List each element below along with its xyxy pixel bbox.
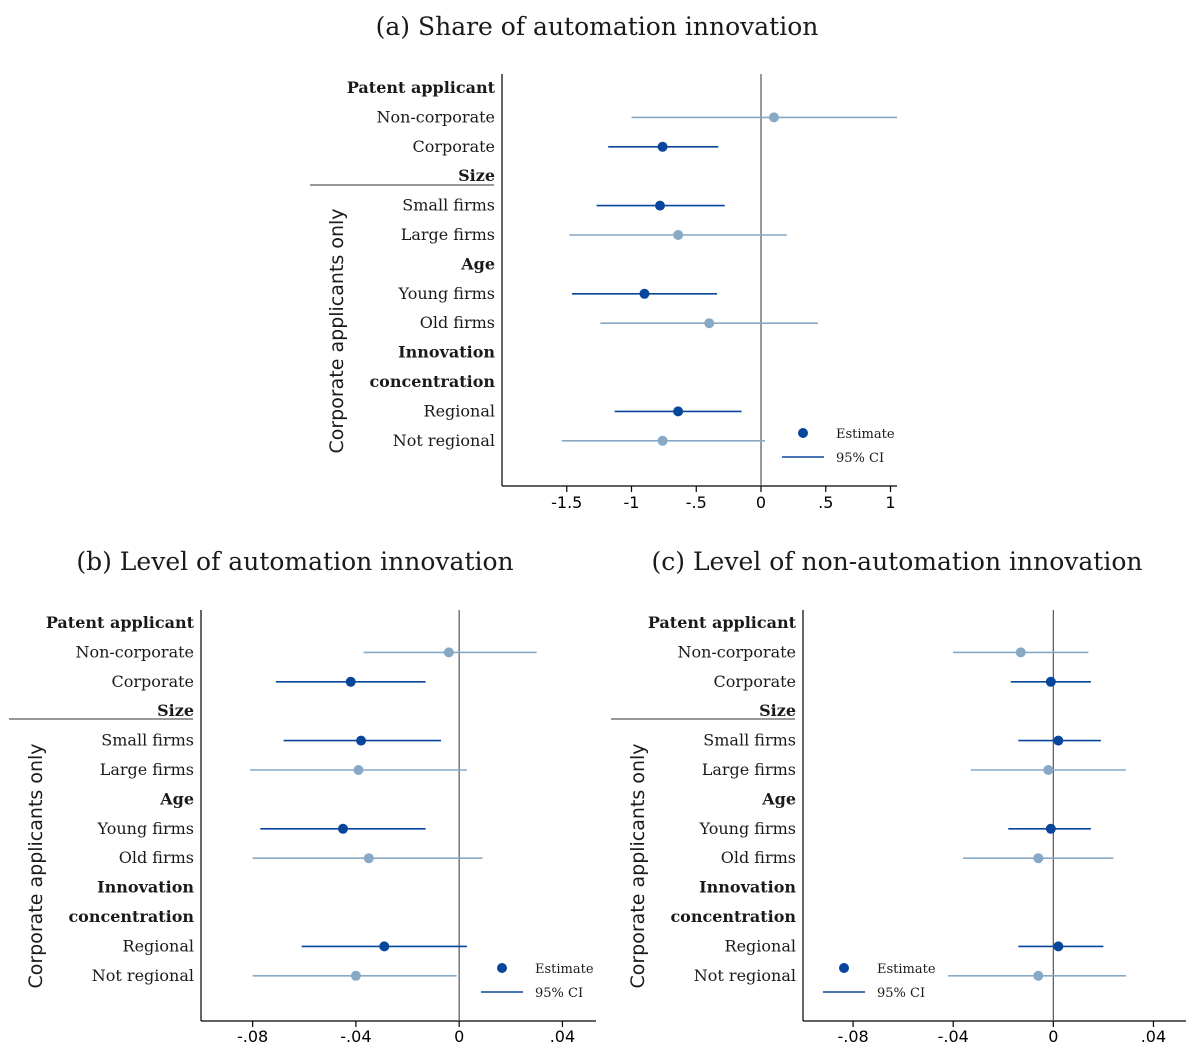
estimate-point-not-regional bbox=[657, 435, 668, 446]
estimate-point-small-firms bbox=[655, 200, 665, 211]
x-tick-label: -.5 bbox=[686, 493, 707, 512]
row-label-not-regional: Not regional bbox=[694, 966, 796, 985]
side-label: Corporate applicants only bbox=[326, 208, 348, 453]
legend-estimate-label: Estimate bbox=[535, 962, 594, 977]
panel-1-title: (b) Level of automation innovation bbox=[76, 547, 513, 576]
x-tick-label: -1.5 bbox=[551, 493, 582, 512]
estimate-point-old-firms bbox=[704, 318, 715, 329]
side-label: Corporate applicants only bbox=[627, 743, 649, 988]
row-label-non-corporate: Non-corporate bbox=[677, 642, 796, 661]
legend-ci-label: 95% CI bbox=[836, 451, 884, 466]
row-label-large-firms: Large firms bbox=[401, 225, 495, 244]
legend-estimate-marker bbox=[798, 428, 808, 438]
group-header-concentration: concentration bbox=[68, 907, 194, 926]
row-label-large-firms: Large firms bbox=[702, 760, 796, 779]
estimate-point-regional bbox=[1053, 941, 1064, 952]
x-tick-label: -.04 bbox=[938, 1027, 969, 1045]
estimate-point-large-firms bbox=[1043, 765, 1054, 775]
row-label-not-regional: Not regional bbox=[92, 966, 194, 985]
estimate-point-non-corporate bbox=[1015, 647, 1026, 658]
row-label-corporate: Corporate bbox=[714, 672, 796, 691]
group-header-size: Size bbox=[157, 701, 194, 720]
estimate-point-large-firms bbox=[353, 765, 364, 775]
estimate-point-not-regional bbox=[1033, 970, 1044, 981]
row-label-old-firms: Old firms bbox=[721, 848, 796, 867]
row-label-old-firms: Old firms bbox=[420, 313, 495, 332]
panel-2-title: (c) Level of non-automation innovation bbox=[652, 547, 1143, 576]
estimate-point-non-corporate bbox=[443, 647, 454, 658]
row-label-regional: Regional bbox=[424, 401, 495, 420]
group-header-size: Size bbox=[458, 166, 495, 185]
row-label-young-firms: Young firms bbox=[97, 819, 194, 838]
estimate-point-corporate bbox=[345, 676, 356, 687]
group-header-size: Size bbox=[759, 701, 796, 720]
group-header-patent-applicant: Patent applicant bbox=[46, 613, 195, 632]
group-header-age: Age bbox=[460, 254, 495, 273]
row-label-regional: Regional bbox=[123, 936, 194, 955]
side-label: Corporate applicants only bbox=[25, 743, 47, 988]
legend-estimate-label: Estimate bbox=[877, 962, 936, 977]
estimate-point-corporate bbox=[1045, 676, 1056, 687]
row-label-non-corporate: Non-corporate bbox=[75, 642, 194, 661]
estimate-point-regional bbox=[673, 406, 684, 417]
row-label-large-firms: Large firms bbox=[100, 760, 194, 779]
legend-ci-label: 95% CI bbox=[877, 986, 925, 1001]
legend-estimate-marker bbox=[839, 963, 849, 973]
group-header-innovation: Innovation bbox=[398, 343, 495, 362]
group-header-innovation: Innovation bbox=[699, 878, 796, 897]
estimate-point-old-firms bbox=[363, 853, 374, 864]
x-tick-label: 1 bbox=[885, 493, 895, 512]
estimate-point-large-firms bbox=[673, 230, 684, 240]
row-label-regional: Regional bbox=[725, 936, 796, 955]
x-tick-label: 0 bbox=[756, 493, 766, 512]
estimate-point-old-firms bbox=[1033, 853, 1044, 864]
row-label-non-corporate: Non-corporate bbox=[376, 107, 495, 126]
x-tick-label: .04 bbox=[1141, 1027, 1166, 1045]
x-tick-label: .04 bbox=[550, 1027, 575, 1045]
legend-ci-label: 95% CI bbox=[535, 986, 583, 1001]
estimate-point-young-firms bbox=[337, 823, 348, 834]
x-tick-label: -.08 bbox=[237, 1027, 268, 1045]
estimate-point-young-firms bbox=[639, 288, 650, 299]
estimate-point-regional bbox=[379, 941, 390, 952]
row-label-corporate: Corporate bbox=[413, 137, 495, 156]
legend-estimate-label: Estimate bbox=[836, 427, 895, 442]
group-header-patent-applicant: Patent applicant bbox=[648, 613, 797, 632]
x-tick-label: -.08 bbox=[837, 1027, 868, 1045]
estimate-point-not-regional bbox=[350, 970, 361, 981]
estimate-point-corporate bbox=[657, 141, 668, 152]
row-label-old-firms: Old firms bbox=[119, 848, 194, 867]
estimate-point-small-firms bbox=[1053, 735, 1064, 746]
row-label-corporate: Corporate bbox=[112, 672, 194, 691]
legend-estimate-marker bbox=[497, 963, 507, 973]
x-tick-label: 0 bbox=[454, 1027, 464, 1045]
x-tick-label: -.04 bbox=[340, 1027, 371, 1045]
estimate-point-non-corporate bbox=[768, 112, 779, 123]
row-label-small-firms: Small firms bbox=[101, 731, 194, 750]
row-label-not-regional: Not regional bbox=[393, 431, 495, 450]
row-label-young-firms: Young firms bbox=[398, 284, 495, 303]
group-header-innovation: Innovation bbox=[97, 878, 194, 897]
group-header-age: Age bbox=[761, 789, 796, 808]
row-label-small-firms: Small firms bbox=[703, 731, 796, 750]
x-tick-label: -1 bbox=[624, 493, 640, 512]
estimate-point-small-firms bbox=[356, 735, 367, 746]
group-header-age: Age bbox=[159, 789, 194, 808]
estimate-point-young-firms bbox=[1045, 823, 1056, 834]
panel-0-title: (a) Share of automation innovation bbox=[376, 12, 819, 41]
group-header-concentration: concentration bbox=[369, 372, 495, 391]
x-tick-label: 0 bbox=[1048, 1027, 1058, 1045]
group-header-patent-applicant: Patent applicant bbox=[347, 78, 496, 97]
x-tick-label: .5 bbox=[818, 493, 833, 512]
group-header-concentration: concentration bbox=[670, 907, 796, 926]
row-label-small-firms: Small firms bbox=[402, 196, 495, 215]
row-label-young-firms: Young firms bbox=[699, 819, 796, 838]
